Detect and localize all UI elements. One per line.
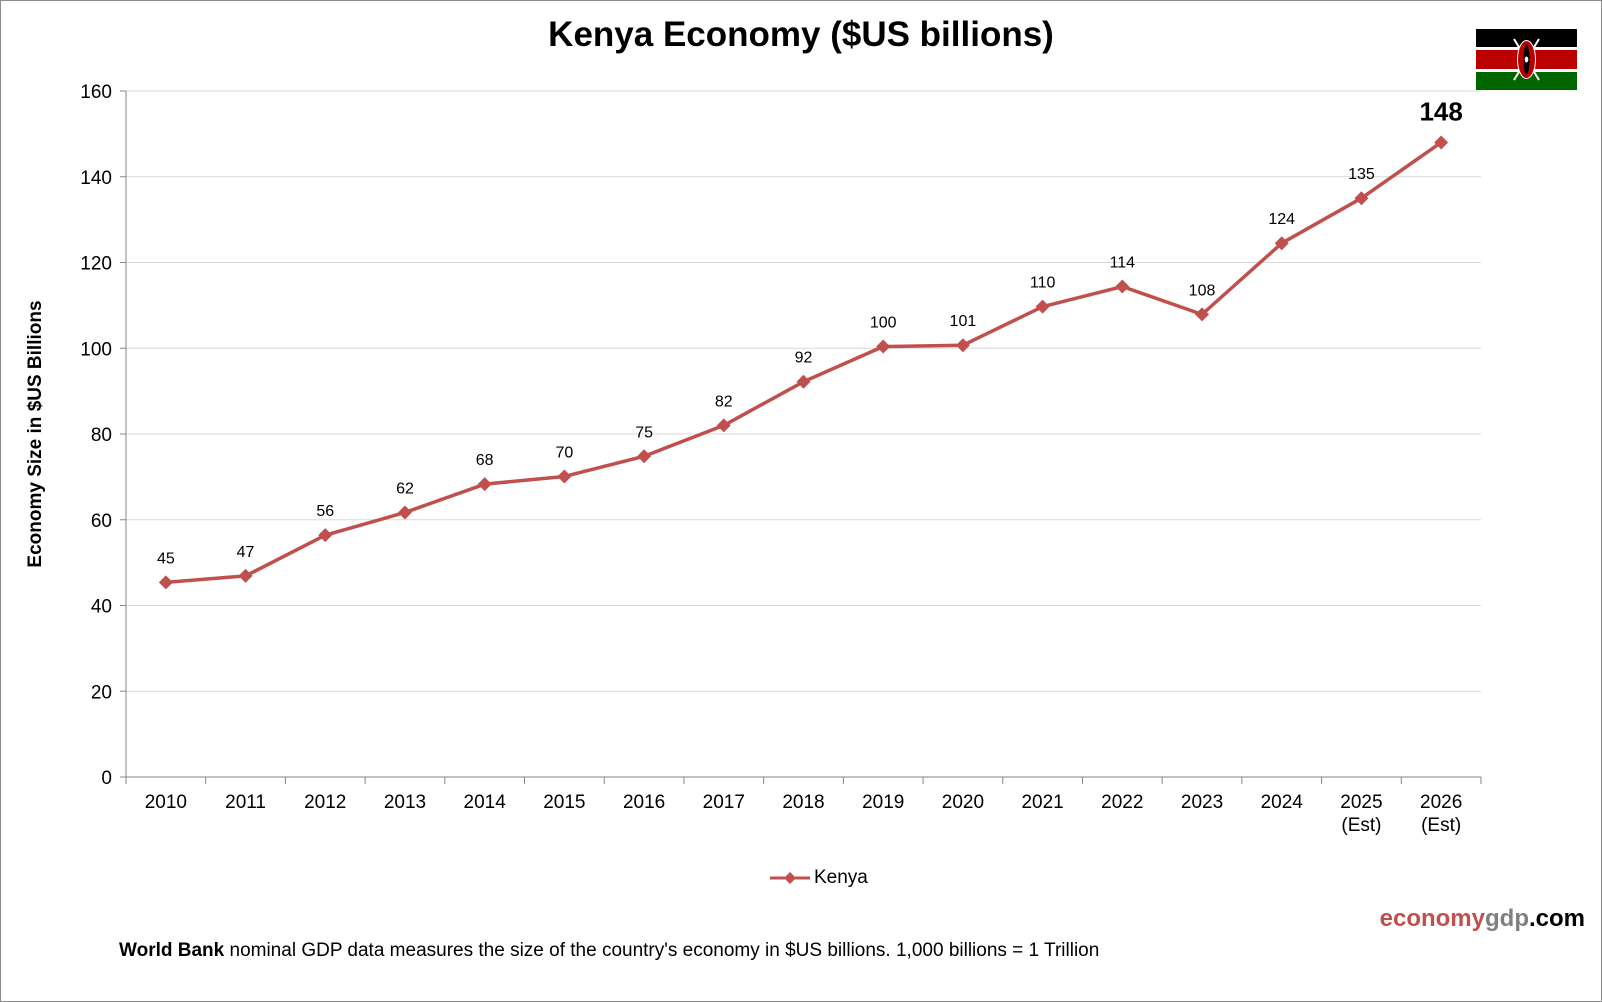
x-tick-label: 2015 xyxy=(543,792,585,813)
data-label: 148 xyxy=(1419,96,1462,126)
data-point xyxy=(876,339,891,354)
y-tick-label: 120 xyxy=(80,254,112,275)
y-tick-label: 40 xyxy=(91,597,112,618)
data-label: 92 xyxy=(795,350,813,367)
data-label: 108 xyxy=(1189,282,1216,299)
data-point xyxy=(716,418,731,433)
x-tick-label: 2014 xyxy=(464,792,507,813)
brand-text-com: .com xyxy=(1528,905,1585,932)
y-axis-title: Economy Size in $US Billions xyxy=(25,300,46,567)
y-tick-label: 60 xyxy=(91,511,112,532)
y-tick-label: 20 xyxy=(91,682,112,703)
data-point xyxy=(637,449,652,464)
data-point xyxy=(955,338,970,353)
brand-logo[interactable]: economygdp.com xyxy=(1380,905,1585,933)
data-label: 101 xyxy=(950,313,977,330)
data-label: 68 xyxy=(476,452,494,469)
data-point xyxy=(1274,236,1289,251)
data-point xyxy=(158,575,173,590)
x-tick-label: 2019 xyxy=(862,792,904,813)
data-label: 70 xyxy=(555,444,573,461)
data-point xyxy=(1354,191,1369,206)
x-tick-label: 2010 xyxy=(145,792,187,813)
data-label: 135 xyxy=(1348,166,1375,183)
legend-line-marker-icon xyxy=(770,872,810,884)
data-point xyxy=(318,528,333,543)
x-tick-label: 2024 xyxy=(1261,792,1304,813)
x-tick-label: 2017 xyxy=(703,792,745,813)
data-point xyxy=(557,469,572,484)
kenya-flag-icon xyxy=(1476,29,1577,90)
x-tick-label: 2012 xyxy=(304,792,346,813)
legend: Kenya xyxy=(768,867,868,889)
data-point xyxy=(1195,307,1210,322)
x-tick-label: 2021 xyxy=(1021,792,1063,813)
brand-text-economy: economy xyxy=(1379,905,1485,932)
data-point xyxy=(1434,135,1449,150)
footnote-text: nominal GDP data measures the size of th… xyxy=(224,940,1100,961)
data-point xyxy=(238,568,253,583)
data-point xyxy=(796,374,811,389)
footnote-source: World Bank xyxy=(119,940,225,961)
legend-label-kenya: Kenya xyxy=(814,867,868,888)
y-tick-label: 140 xyxy=(80,168,112,189)
y-tick-label: 80 xyxy=(91,425,112,446)
y-tick-label: 100 xyxy=(80,339,112,360)
data-label: 100 xyxy=(870,315,897,332)
data-label: 47 xyxy=(237,544,255,561)
x-tick-label: 2011 xyxy=(225,792,266,813)
data-label: 124 xyxy=(1268,211,1295,228)
data-label: 62 xyxy=(396,480,414,497)
x-tick-label: 2026 (Est) xyxy=(1420,792,1462,836)
data-label: 82 xyxy=(715,393,733,410)
data-label: 75 xyxy=(635,424,653,441)
x-tick-label: 2020 xyxy=(942,792,984,813)
data-label: 114 xyxy=(1110,255,1136,272)
chart-title: Kenya Economy ($US billions) xyxy=(548,15,1054,54)
x-tick-label: 2023 xyxy=(1181,792,1223,813)
x-tick-label: 2018 xyxy=(782,792,824,813)
x-tick-label: 2016 xyxy=(623,792,665,813)
brand-text-gdp: gdp xyxy=(1485,905,1529,932)
x-tick-label: 2025 (Est) xyxy=(1340,792,1382,836)
data-label: 56 xyxy=(316,503,334,520)
x-tick-label: 2013 xyxy=(384,792,426,813)
data-label: 110 xyxy=(1030,275,1056,292)
data-label: 45 xyxy=(157,550,175,567)
data-point xyxy=(1035,299,1050,314)
data-point xyxy=(477,477,492,492)
data-point xyxy=(397,505,412,520)
footnote: World Bank nominal GDP data measures the… xyxy=(119,940,1099,962)
y-tick-label: 160 xyxy=(80,82,112,103)
x-tick-label: 2022 xyxy=(1101,792,1143,813)
data-point xyxy=(1115,279,1130,294)
y-tick-label: 0 xyxy=(101,768,112,789)
